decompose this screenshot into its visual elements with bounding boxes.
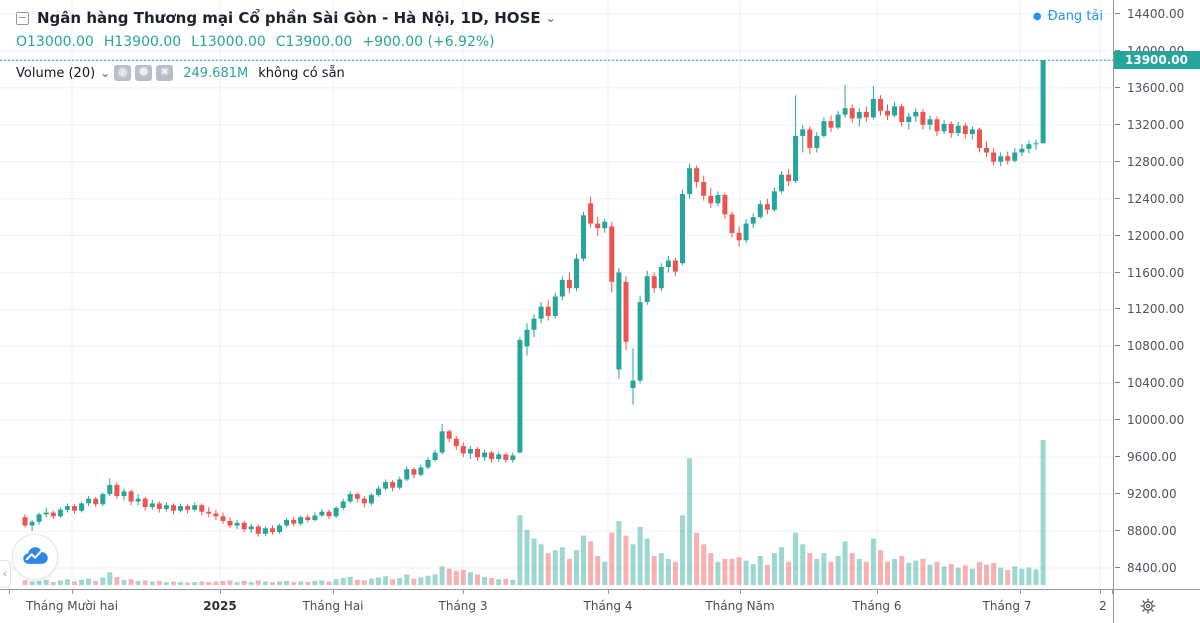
ohlc-row: O13000.00 H13900.00 L13000.00 C13900.00 …	[16, 31, 556, 53]
cloud-chart-logo-icon	[23, 547, 48, 564]
time-axis-tick	[1112, 590, 1113, 594]
price-axis-label: 14400.00	[1114, 7, 1200, 21]
time-axis-tick	[1020, 590, 1021, 594]
price-axis-label: 12000.00	[1114, 229, 1200, 243]
symbol-title[interactable]: Ngân hàng Thương mại Cổ phần Sài Gòn - H…	[37, 9, 541, 27]
time-axis-tick	[220, 590, 221, 594]
time-axis-label: Tháng Mười hai	[25, 599, 119, 613]
sidebar-collapse-tab[interactable]: ‹	[0, 560, 11, 588]
price-axis-label: 10800.00	[1114, 339, 1200, 353]
time-axis-tick	[333, 590, 334, 594]
price-axis-label: 8800.00	[1114, 524, 1200, 538]
price-axis-label: 9200.00	[1114, 487, 1200, 501]
time-axis-tick	[1100, 590, 1101, 594]
time-axis-tick	[463, 590, 464, 594]
chart-legend: − Ngân hàng Thương mại Cổ phần Sài Gòn -…	[16, 6, 556, 84]
time-axis-label: 2	[1099, 599, 1107, 613]
price-axis-label: 13600.00	[1114, 81, 1200, 95]
volume-indicator-label[interactable]: Volume (20)	[16, 65, 96, 81]
close-value: C13900.00	[275, 34, 353, 50]
tradingview-logo-button[interactable]	[12, 534, 58, 580]
price-axis-label: 11200.00	[1114, 302, 1200, 316]
price-axis-label: 12400.00	[1114, 192, 1200, 206]
time-axis-label: Tháng 6	[852, 599, 902, 613]
time-axis[interactable]: Tháng Mười hai 2025 Tháng Hai Tháng 3 Tháng …	[0, 589, 1200, 623]
time-axis-tick	[72, 590, 73, 594]
gear-icon	[1140, 598, 1156, 614]
last-price-badge: 13900.00	[1114, 51, 1200, 70]
price-axis-label: 12800.00	[1114, 155, 1200, 169]
settings-icon[interactable]: ⚙	[135, 65, 153, 81]
close-icon[interactable]: ✕	[156, 65, 174, 81]
volume-status: không có sẵn	[258, 65, 345, 81]
loading-badge: ● Đang tải	[1033, 9, 1103, 24]
loading-text: Đang tải	[1047, 9, 1103, 24]
chevron-down-icon[interactable]: ⌄	[100, 66, 111, 80]
time-axis-label: Tháng Hai	[302, 599, 364, 613]
price-axis-label: 13200.00	[1114, 118, 1200, 132]
volume-value: 249.681M	[183, 65, 249, 81]
time-axis-label: Tháng Năm	[705, 599, 775, 613]
open-value: O13000.00	[16, 34, 94, 50]
price-axis-label: 11600.00	[1114, 266, 1200, 280]
visibility-icon[interactable]: ◎	[114, 65, 132, 81]
chevron-down-icon[interactable]: ⌄	[545, 11, 556, 25]
time-axis-tick	[740, 590, 741, 594]
price-axis-label: 10000.00	[1114, 413, 1200, 427]
low-value: L13000.00	[191, 34, 266, 50]
time-axis-label: Tháng 3	[438, 599, 488, 613]
time-axis-label: 2025	[203, 599, 237, 613]
axis-settings-button[interactable]	[1136, 594, 1160, 618]
change-value: +900.00 (+6.92%)	[362, 34, 495, 50]
time-axis-tick	[608, 590, 609, 594]
price-axis-label: 10400.00	[1114, 376, 1200, 390]
price-axis-label: 8400.00	[1114, 561, 1200, 575]
time-axis-label: Tháng 7	[982, 599, 1032, 613]
high-value: H13900.00	[103, 34, 182, 50]
collapse-legend-button[interactable]: −	[16, 10, 29, 25]
time-axis-tick	[877, 590, 878, 594]
price-axis-label: 9600.00	[1114, 450, 1200, 464]
time-axis-tick	[9, 590, 10, 594]
time-axis-label: Tháng 4	[583, 599, 633, 613]
price-axis[interactable]: 13900.00 14400.0014000.0013600.0013200.0…	[1113, 0, 1200, 589]
loading-dot-icon: ●	[1032, 11, 1042, 22]
axis-corner-divider	[1113, 590, 1114, 623]
